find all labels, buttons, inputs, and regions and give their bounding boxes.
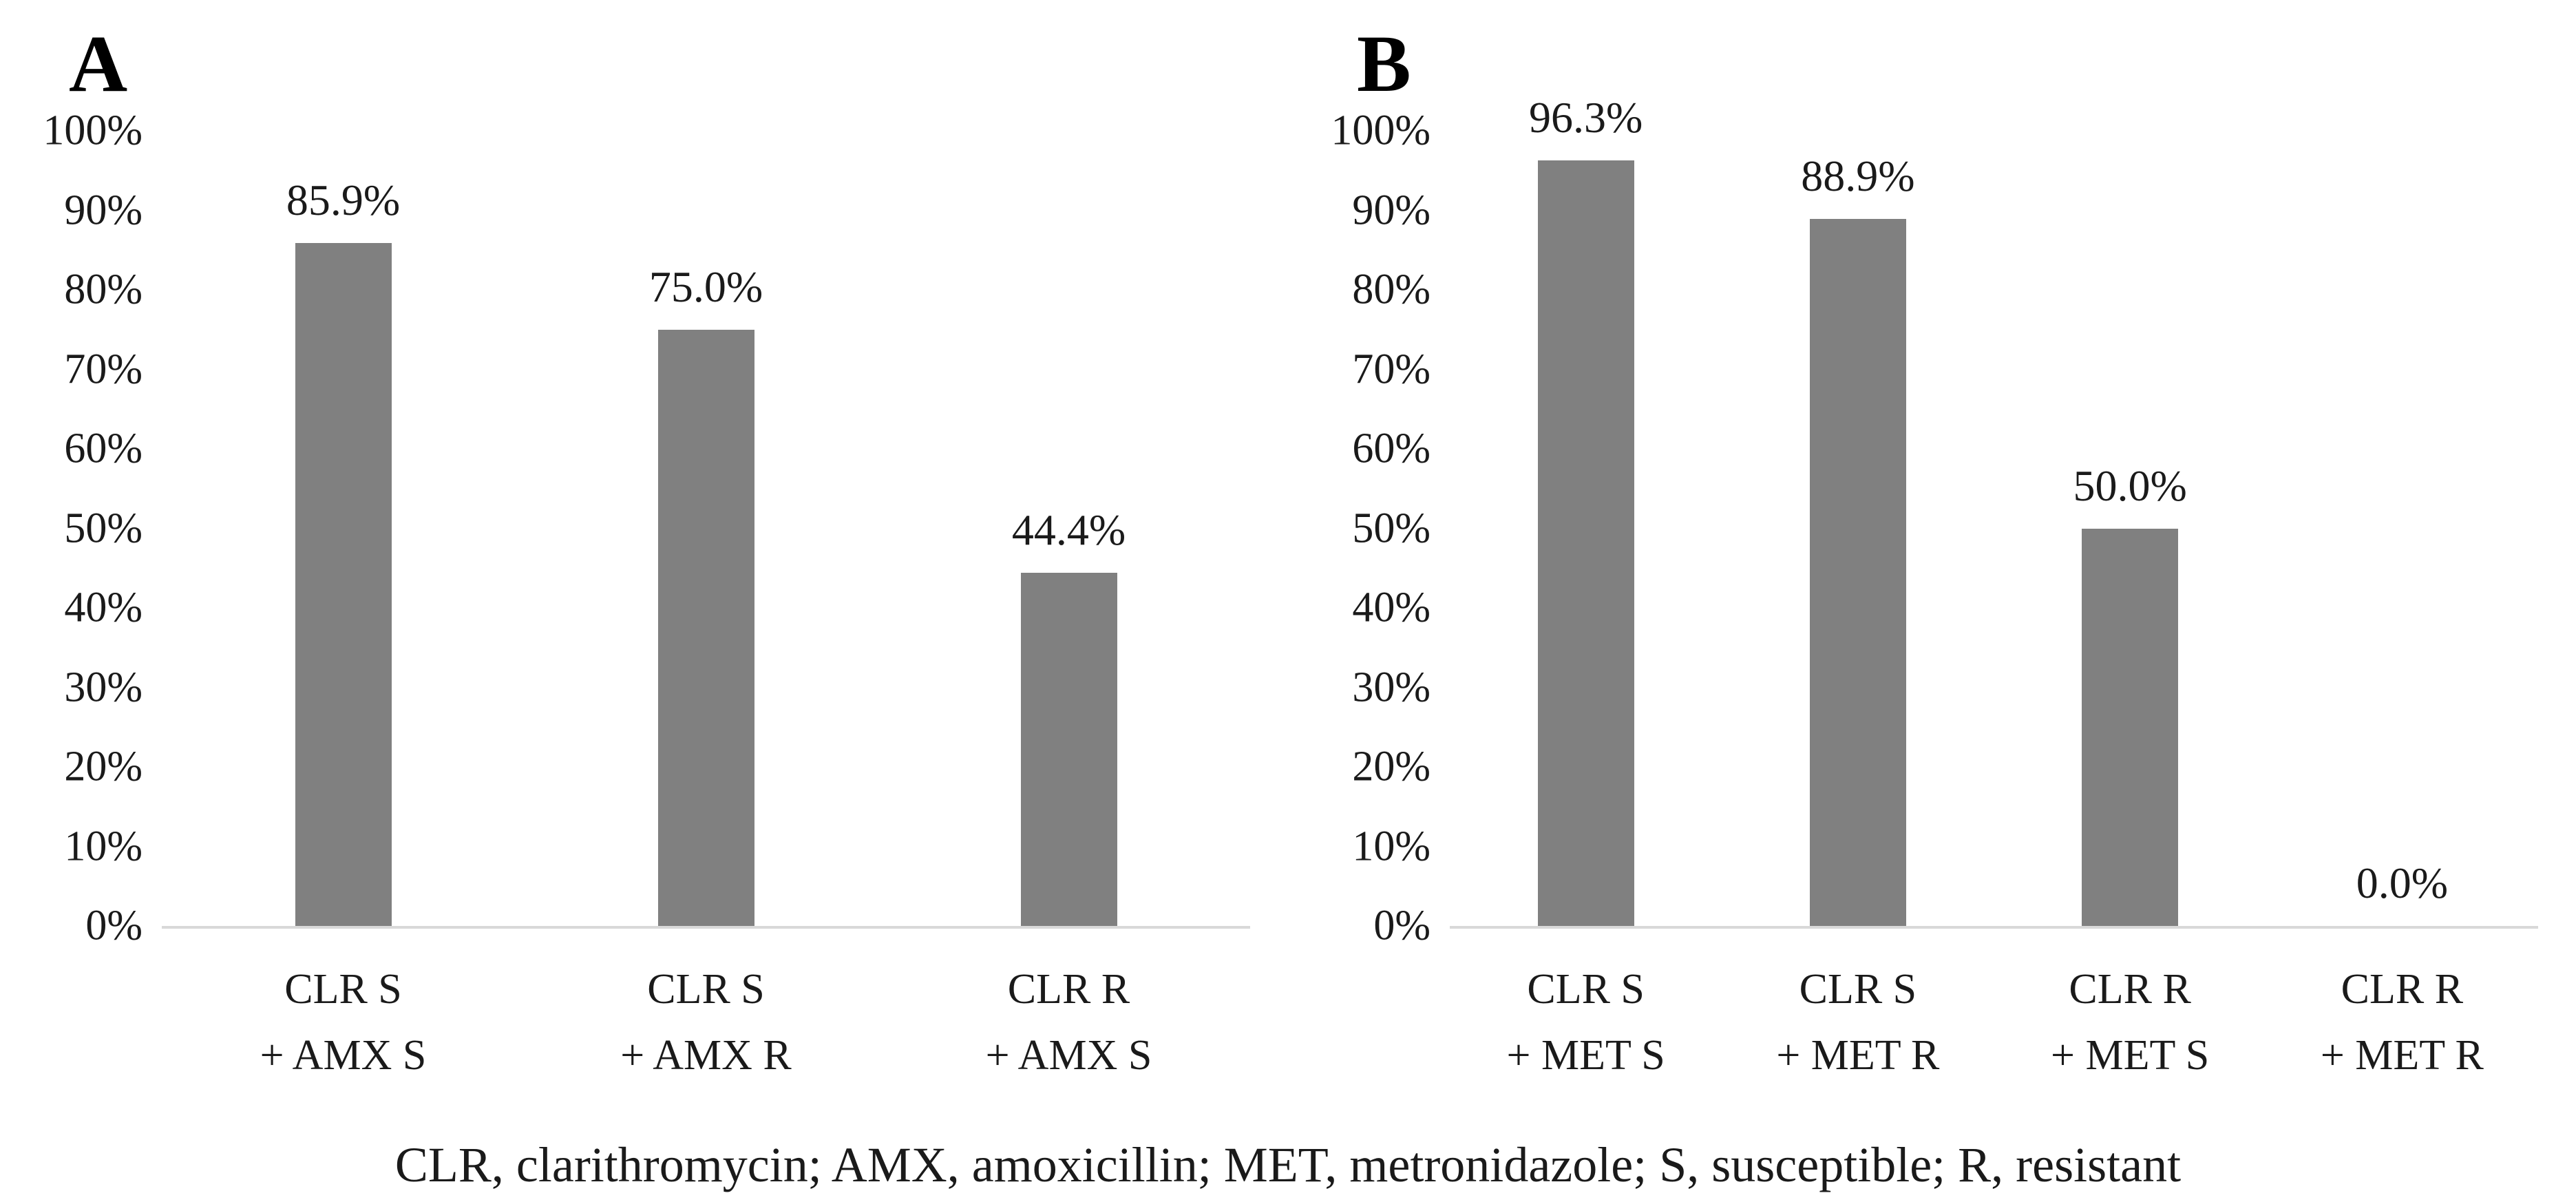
category-label: CLR R + AMX S [985,966,1152,1079]
bar-chart-a: 0% 10% 20% 30% 40% 50% 60% 70% 80% 90% 100% 85.9% 7… [0,107,1288,949]
bar-value-label: 88.9% [1801,151,1915,201]
category-label: CLR S + MET R [1776,966,1940,1079]
y-tick-label: 50% [64,505,142,551]
bar [2082,528,2179,926]
y-tick-label: 20% [1352,743,1430,790]
y-tick-label: 50% [1352,505,1430,551]
bar-slot: 0.0% [2266,131,2538,926]
bar [1020,573,1117,926]
bar-value-label: 75.0% [648,262,763,311]
plot-area-a: 85.9% 75.0% 44.4% [162,131,1250,929]
y-tick-label: 80% [1352,266,1430,313]
y-tick-label: 100% [43,107,142,154]
bar-value-label: 50.0% [2073,461,2187,510]
category-label: CLR S + MET S [1506,966,1665,1079]
bar-slot: 75.0% [525,131,887,926]
plot-area-b: 96.3% 88.9% 50.0% 0.0% [1450,93,2538,929]
x-axis-labels-b: CLR S + MET S CLR S + MET R CLR R + MET S C… [1288,956,2576,1088]
y-tick-label: 10% [64,823,142,869]
y-tick-label: 100% [1331,107,1430,154]
category-label: CLR S + AMX S [260,966,427,1079]
y-tick-label: 10% [1352,823,1430,869]
category-label: CLR R + MET R [2320,966,2484,1079]
bar-chart-b: 0% 10% 20% 30% 40% 50% 60% 70% 80% 90% 100% 96.3% 8… [1288,93,2576,949]
y-tick-label: 90% [1352,187,1430,233]
y-tick-label: 70% [64,346,142,392]
bar [295,242,392,926]
y-tick-label: 60% [64,425,142,472]
bar-value-label: 0.0% [2356,858,2449,907]
bar-slot: 50.0% [1994,131,2266,926]
y-axis-b: 0% 10% 20% 30% 40% 50% 60% 70% 80% 90% 100% [1288,107,1450,949]
bar [657,329,754,926]
panel-a-label: A [69,19,128,109]
y-tick-label: 20% [64,743,142,790]
y-tick-label: 90% [64,187,142,233]
bar-value-label: 85.9% [286,175,401,224]
y-axis-a: 0% 10% 20% 30% 40% 50% 60% 70% 80% 90% 100% [0,107,162,949]
bar-slot: 85.9% [162,131,525,926]
y-tick-label: 0% [1373,902,1430,949]
y-axis-spacer [1288,956,1450,1088]
charts-row: A 0% 10% 20% 30% 40% 50% 60% 70% 80% 90% 100% 85.9… [0,17,2576,1088]
bar-value-label: 44.4% [1011,505,1126,555]
y-tick-label: 30% [1352,664,1430,710]
y-tick-label: 0% [85,902,142,949]
y-tick-label: 70% [1352,346,1430,392]
y-axis-spacer [0,956,162,1088]
y-tick-label: 30% [64,664,142,710]
bar [1809,219,1906,926]
category-labels-a: CLR S + AMX S CLR S + AMX R CLR R + AMX S [162,956,1250,1088]
x-axis-labels-a: CLR S + AMX S CLR S + AMX R CLR R + AMX S [0,956,1288,1088]
bar-slot: 88.9% [1722,131,1994,926]
chart-panel-b: B 0% 10% 20% 30% 40% 50% 60% 70% 80% 90% 100% 96.3… [1288,17,2576,1088]
y-tick-label: 40% [64,584,142,631]
bar-value-label: 96.3% [1528,92,1643,142]
chart-panel-a: A 0% 10% 20% 30% 40% 50% 60% 70% 80% 90% 100% 85.9… [0,17,1288,1088]
panel-b-label: B [1357,19,1411,109]
bar-slot: 96.3% [1450,93,1722,926]
y-tick-label: 80% [64,266,142,313]
bar-slot: 44.4% [887,131,1250,926]
y-tick-label: 40% [1352,584,1430,631]
y-tick-label: 60% [1352,425,1430,472]
category-labels-b: CLR S + MET S CLR S + MET R CLR R + MET S C… [1450,956,2538,1088]
bar [1537,160,1634,926]
category-label: CLR R + MET S [2051,966,2210,1079]
category-label: CLR S + AMX R [620,966,792,1079]
abbreviations-footnote: CLR, clarithromycin; AMX, amoxicillin; M… [394,1137,2182,1193]
